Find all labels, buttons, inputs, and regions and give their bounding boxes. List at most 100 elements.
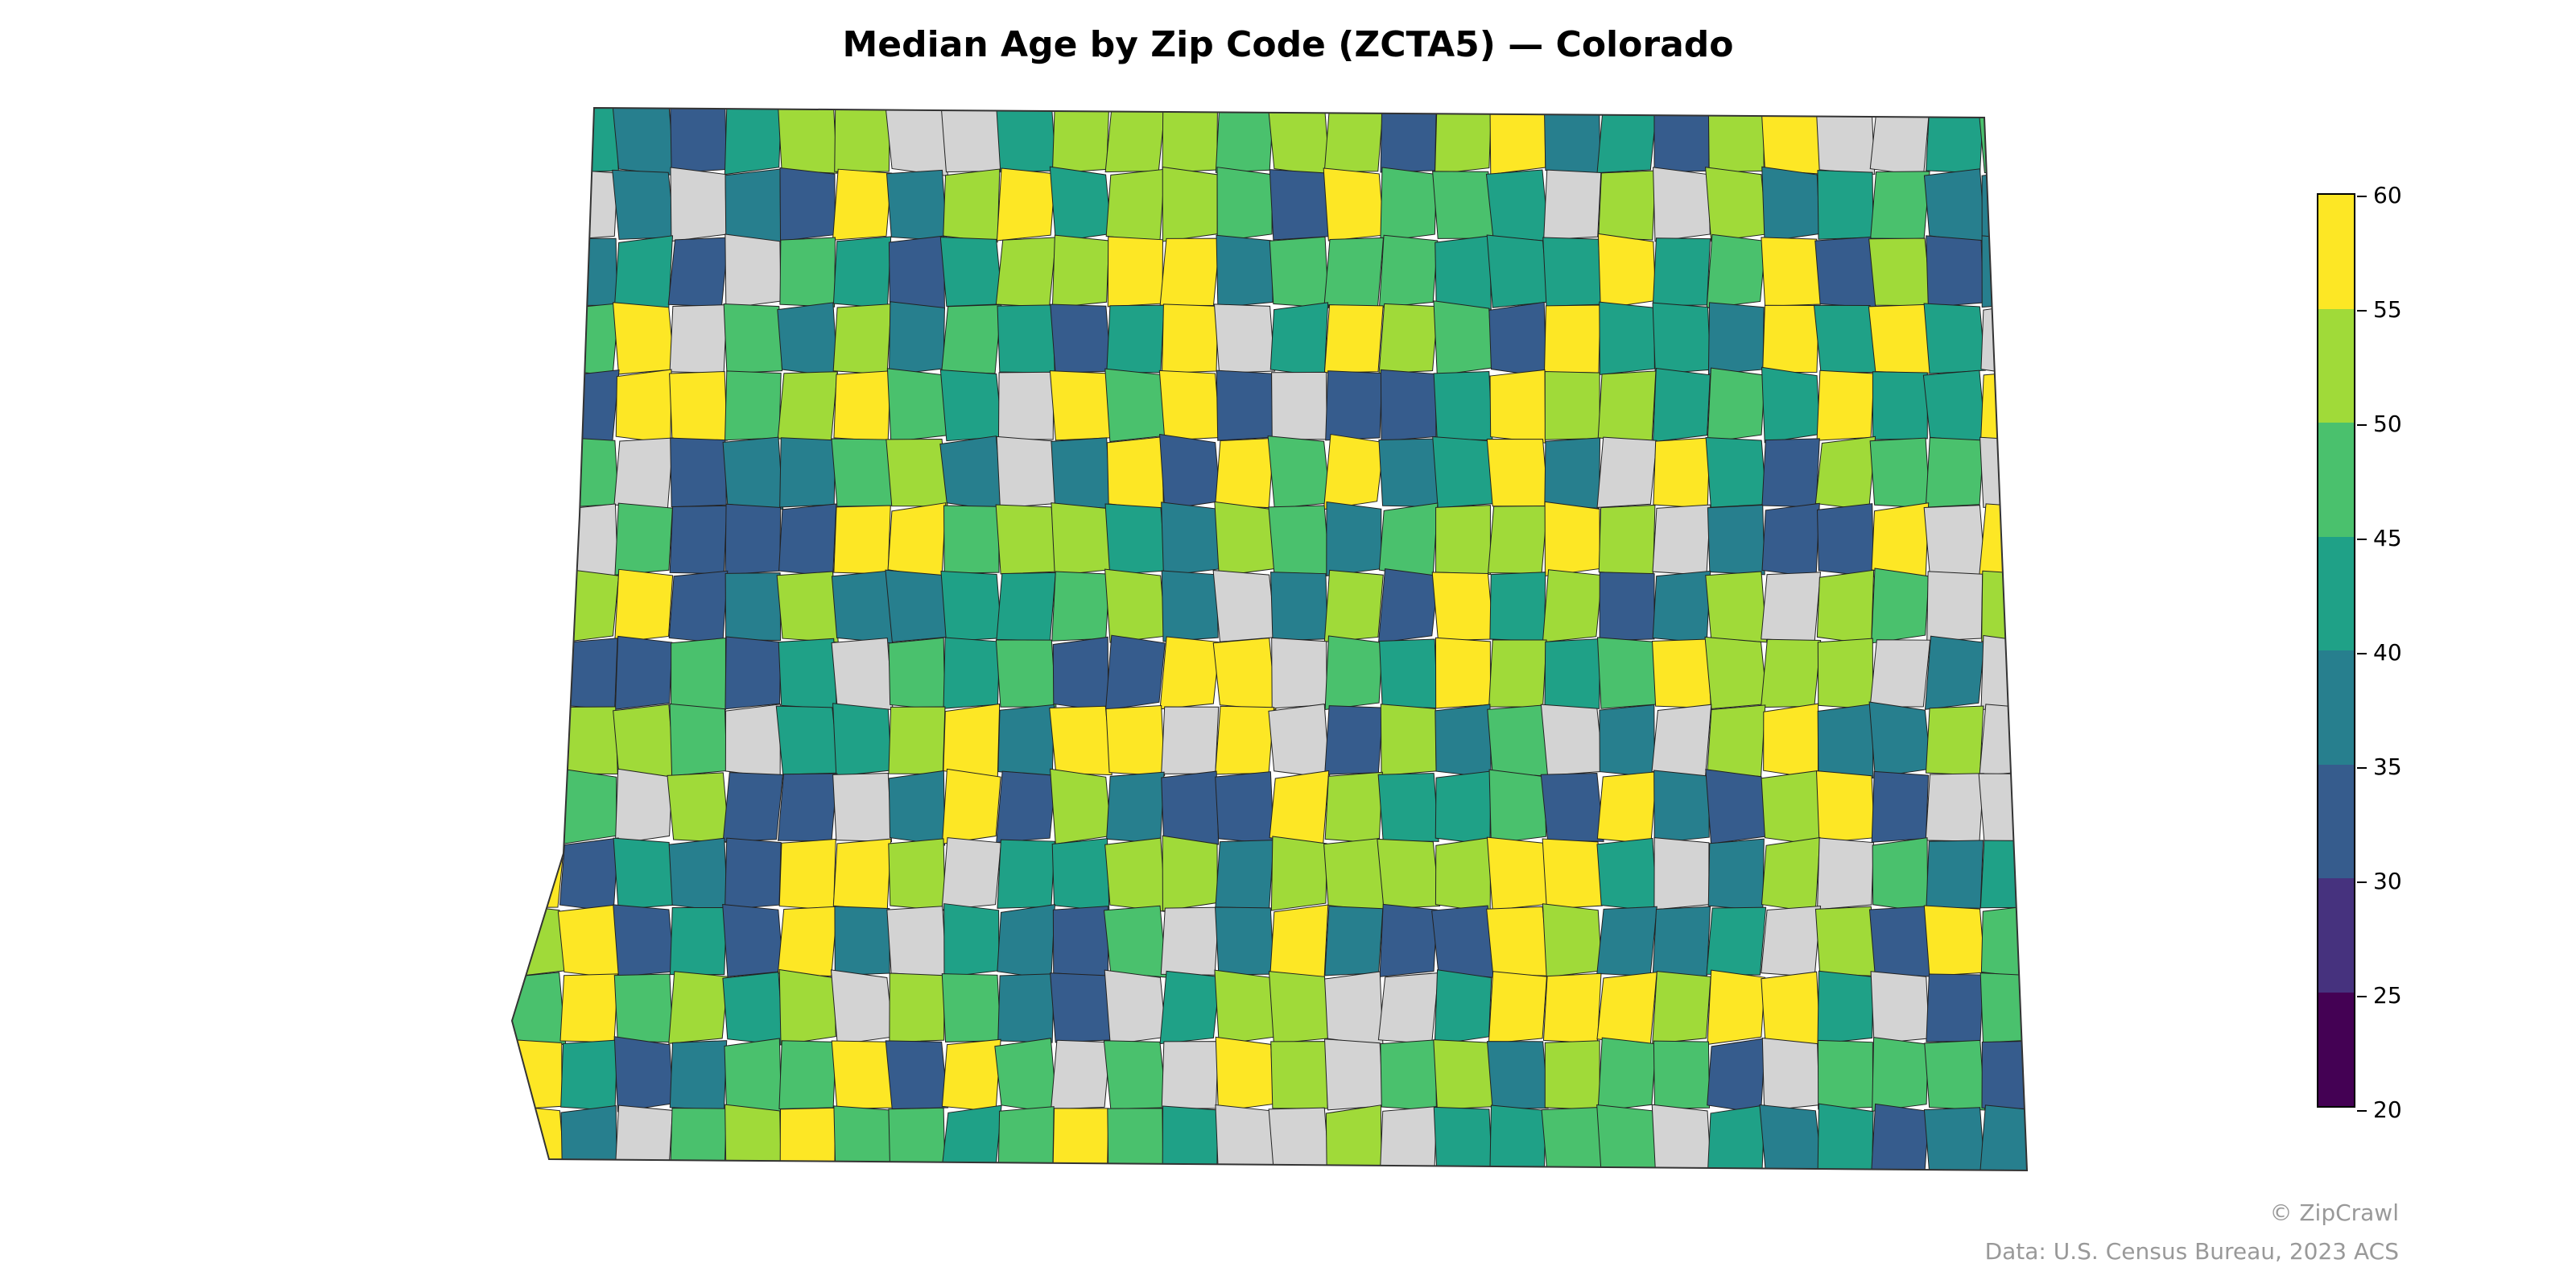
- zcta-region: [1324, 971, 1384, 1046]
- zcta-region: [1652, 504, 1711, 576]
- zcta-region: [512, 366, 565, 444]
- zcta-region: [1051, 1039, 1111, 1110]
- zcta-region: [1817, 1103, 1874, 1170]
- zcta-region: [943, 637, 1001, 709]
- zcta-region: [670, 437, 727, 508]
- zcta-region: [1486, 906, 1550, 976]
- zcta-region: [1653, 437, 1711, 509]
- zcta-region: [1435, 637, 1492, 709]
- zcta-region: [1434, 969, 1492, 1046]
- zcta-region: [1270, 836, 1327, 911]
- scale-tick: 50: [2357, 411, 2402, 437]
- zcta-region: [1868, 701, 1932, 778]
- scale-segment: [2318, 878, 2354, 993]
- zcta-region: [512, 1038, 563, 1111]
- zcta-region: [830, 969, 894, 1046]
- zcta-region: [1926, 571, 1984, 642]
- zcta-region: [1926, 235, 1984, 308]
- zcta-region: [669, 1040, 728, 1110]
- zcta-region: [1161, 502, 1220, 576]
- zcta-region: [1323, 167, 1385, 242]
- zcta-region: [885, 569, 949, 643]
- zcta-region: [1979, 972, 2027, 1043]
- zcta-region: [1872, 371, 1928, 440]
- zcta-region: [831, 1040, 894, 1109]
- zcta-region: [1377, 838, 1441, 910]
- zcta-region: [1159, 237, 1220, 307]
- map-title: Median Age by Zip Code (ZCTA5) — Colorad…: [842, 24, 1734, 65]
- zcta-region: [1707, 1038, 1766, 1114]
- zcta-region: [670, 167, 727, 242]
- zcta-region: [1324, 705, 1384, 775]
- zcta-region: [1105, 168, 1166, 243]
- zcta-region: [1107, 236, 1163, 308]
- scale-tick: 35: [2357, 753, 2402, 780]
- zcta-region: [1162, 1105, 1218, 1170]
- zcta-region: [1104, 837, 1166, 912]
- zcta-region: [1435, 770, 1492, 845]
- zcta-region: [1926, 973, 1984, 1042]
- zcta-region: [512, 1104, 566, 1170]
- zcta-region: [1323, 304, 1384, 374]
- zcta-region: [1978, 773, 2027, 842]
- zcta-region: [886, 906, 947, 977]
- zcta-region: [614, 635, 673, 710]
- zcta-region: [668, 837, 729, 912]
- zcta-region: [1432, 436, 1494, 509]
- zcta-region: [1435, 836, 1492, 913]
- zcta-region: [995, 639, 1057, 708]
- zcta-region: [722, 903, 784, 977]
- zcta-region: [1980, 301, 2027, 378]
- zcta-region: [1377, 568, 1439, 644]
- zcta-region: [1268, 505, 1331, 575]
- scale-tick: 55: [2357, 296, 2402, 323]
- zcta-region: [613, 704, 675, 778]
- zcta-region: [1489, 1104, 1546, 1170]
- zcta-region: [1707, 367, 1765, 443]
- zcta-region: [1872, 837, 1929, 913]
- zcta-region: [833, 1105, 891, 1170]
- zcta-region: [1380, 167, 1437, 242]
- zcta-region: [888, 770, 946, 846]
- zcta-region: [1215, 771, 1274, 844]
- zcta-region: [1651, 638, 1711, 709]
- zcta-region: [1596, 906, 1657, 977]
- zcta-region: [1543, 304, 1601, 374]
- zcta-region: [1817, 170, 1874, 240]
- zcta-region: [1981, 168, 2027, 243]
- scale-tick: 60: [2357, 182, 2402, 208]
- zcta-region: [613, 437, 674, 509]
- zcta-region: [1925, 437, 1984, 508]
- zcta-region: [887, 502, 947, 579]
- zcta-region: [1814, 236, 1876, 308]
- zcta-region: [1870, 171, 1930, 240]
- zcta-regions: [512, 108, 2027, 1170]
- zcta-region: [667, 772, 730, 843]
- zcta-region: [613, 973, 674, 1043]
- zcta-region: [559, 303, 620, 376]
- zcta-region: [670, 1108, 727, 1170]
- zcta-region: [995, 504, 1057, 575]
- zcta-region: [940, 108, 1003, 173]
- zcta-region: [724, 503, 782, 576]
- zcta-region: [888, 235, 945, 310]
- zcta-region: [778, 968, 836, 1046]
- zcta-region: [1106, 771, 1165, 844]
- zcta-region: [1212, 638, 1277, 711]
- zcta-region: [1049, 705, 1113, 776]
- zcta-region: [1486, 234, 1550, 308]
- zcta-region: [668, 971, 729, 1044]
- zcta-region: [561, 768, 617, 845]
- scale-segment: [2318, 992, 2354, 1106]
- zcta-region: [1432, 171, 1494, 239]
- zcta-region: [558, 369, 620, 444]
- zcta-region: [669, 304, 728, 374]
- zcta-region: [1652, 302, 1711, 375]
- zcta-region: [1598, 504, 1656, 576]
- zcta-region: [1599, 704, 1655, 778]
- zcta-region: [1596, 637, 1657, 709]
- zcta-region: [778, 108, 838, 174]
- zcta-region: [1815, 108, 1876, 175]
- zcta-region: [1433, 300, 1493, 376]
- zcta-region: [1050, 972, 1112, 1043]
